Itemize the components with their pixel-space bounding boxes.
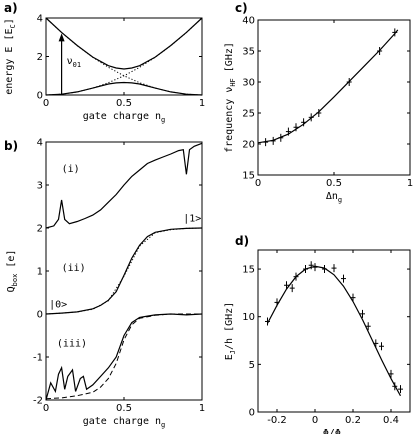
series-line-3	[45, 313, 203, 401]
x-axis-label-main: Φ/Φ	[323, 428, 341, 434]
y-axis-label: energy E [EC]	[4, 18, 17, 94]
series-line-4	[45, 313, 202, 400]
y-tick-label: 2	[37, 52, 43, 63]
y-tick-label: 4	[37, 138, 43, 149]
panel-a: a) 0 0.5 1 0 2 4 gate charge ng energy E [EC] ν01	[4, 1, 205, 124]
y-axis-label-end: ]	[4, 18, 15, 24]
panel-label: b)	[4, 139, 18, 153]
x-tick-label: -0.2	[267, 415, 287, 426]
x-axis-label: gate charge ng	[83, 416, 166, 429]
y-tick-label: 5	[249, 360, 255, 371]
y-axis-label-main: E	[224, 354, 235, 360]
y-tick-label: 35	[242, 47, 255, 58]
panel-label: d)	[235, 234, 249, 248]
nu01-sub: 01	[73, 61, 81, 69]
x-axis-label-main: Δn	[326, 191, 338, 202]
curve-label: (ii)	[62, 263, 86, 274]
x-axis-label: Φ/Φ0	[323, 428, 345, 434]
panel-d: d) -0.2 0 0.2 0.4 0 5 10 15 Φ/Φ0 EJ/h [GHz]	[224, 234, 411, 434]
y-tick-label: -1	[33, 353, 43, 364]
y-axis-label-sub: HF	[229, 78, 237, 86]
y-tick-label: 4	[37, 14, 43, 25]
y-tick-label: 30	[242, 78, 255, 89]
x-axis-label-sub: g	[338, 196, 342, 204]
x-tick-label: 1	[407, 178, 413, 189]
nu01-main: ν	[67, 56, 73, 67]
panel-b: b) 0 0.5 1 -2 -1 0 1 2 3 4 gate charge ng Qbox [e] (i…	[4, 138, 205, 430]
y-tick-label: -2	[33, 396, 43, 407]
y-axis-label: Qbox [e]	[6, 250, 19, 293]
x-tick-label: 0	[43, 98, 49, 109]
y-tick-label: 25	[242, 109, 255, 120]
y-axis-label: frequency νHF [GHz]	[224, 42, 237, 153]
x-axis-label-sub: g	[161, 116, 165, 124]
x-axis-label-main: gate charge n	[83, 111, 161, 122]
curve-label: (i)	[62, 164, 80, 175]
y-tick-label: 15	[242, 265, 255, 276]
x-tick-label: 0.5	[116, 403, 132, 414]
y-axis-label-end: /h [GHz]	[224, 302, 235, 350]
x-tick-label: 0.5	[326, 178, 342, 189]
x-tick-label: 0	[312, 415, 318, 426]
y-axis-label-main: Q	[6, 286, 17, 292]
x-tick-label: 0	[255, 178, 261, 189]
curve-label: |0>	[49, 300, 67, 311]
y-tick-label: 20	[242, 140, 255, 151]
fit-line	[266, 265, 402, 397]
x-axis-label-main: gate charge n	[83, 416, 161, 427]
y-axis-label-sub: box	[11, 274, 19, 287]
panel-label: a)	[4, 1, 18, 15]
y-tick-label: 40	[242, 16, 255, 27]
y-axis-label-main: energy E [E	[4, 29, 15, 95]
x-axis-label-sub: g	[161, 421, 165, 429]
series-line-2	[45, 227, 203, 315]
x-tick-label: 1	[199, 98, 205, 109]
fit-line	[257, 29, 399, 144]
x-tick-label: 0.5	[116, 98, 132, 109]
y-tick-label: 0	[249, 408, 255, 419]
y-tick-label: 15	[242, 171, 255, 182]
y-axis-label-main: frequency ν	[224, 87, 235, 153]
x-axis-label: Δng	[326, 191, 342, 204]
y-tick-label: 10	[242, 312, 255, 323]
y-tick-label: 0	[37, 91, 43, 102]
curve-label: |1>	[183, 214, 201, 225]
arrow-head	[58, 33, 65, 42]
y-axis-label-end: [e]	[6, 250, 17, 274]
x-tick-label: 0	[43, 403, 49, 414]
nu01-label: ν01	[67, 56, 81, 69]
y-axis-label: EJ/h [GHz]	[224, 302, 237, 360]
y-tick-label: 2	[37, 224, 43, 235]
y-axis-label-sub: C	[9, 24, 17, 28]
plot-frame	[257, 249, 411, 413]
x-tick-label: 0.2	[345, 415, 361, 426]
series-line-1	[45, 227, 203, 315]
y-axis-label-end: [GHz]	[224, 42, 235, 78]
x-tick-label: 1	[199, 403, 205, 414]
y-tick-label: 0	[37, 310, 43, 321]
y-tick-label: 1	[37, 267, 43, 278]
x-axis-label: gate charge ng	[83, 111, 166, 124]
panel-label: c)	[235, 1, 248, 15]
panel-c: c) 0 0.5 1 15 20 25 30 35 40 Δng frequency νHF [GHz…	[224, 1, 413, 204]
y-tick-label: 3	[37, 181, 43, 192]
x-tick-label: 0.4	[383, 415, 399, 426]
curve-label: (iii)	[57, 338, 87, 349]
y-axis-label-sub: J	[229, 350, 237, 354]
series-line-1	[45, 81, 203, 96]
series-line-2	[45, 17, 203, 96]
series-line-0	[45, 142, 203, 229]
